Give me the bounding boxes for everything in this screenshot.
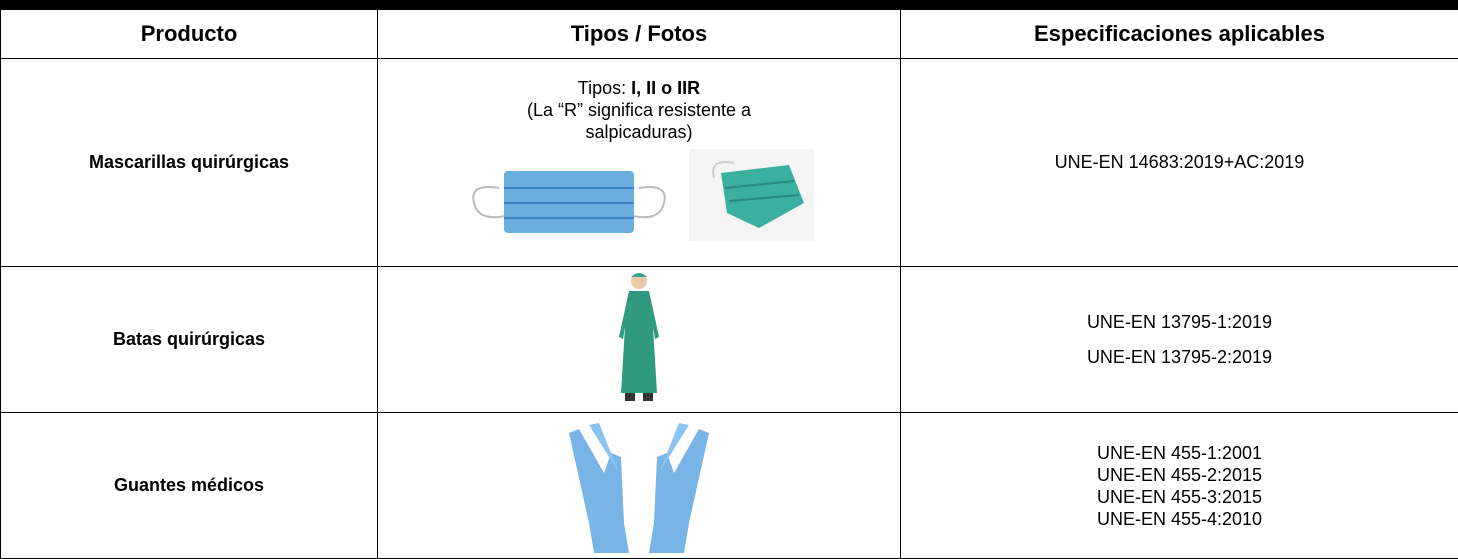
specs-cell: UNE-EN 455-1:2001 UNE-EN 455-2:2015 UNE-…	[901, 413, 1458, 559]
types-line: Tipos: I, II o IIR	[378, 77, 900, 99]
types-label: Tipos:	[578, 78, 626, 98]
header-cell: Producto	[1, 10, 378, 59]
spec: UNE-EN 13795-2:2019	[901, 347, 1458, 368]
types-cell: Tipos: I, II o IIR (La “R” significa res…	[378, 59, 901, 267]
spec: UNE-EN 455-1:2001	[1097, 442, 1262, 464]
specs-cell: UNE-EN 13795-1:2019 UNE-EN 13795-2:2019	[901, 267, 1458, 413]
photo-cell	[378, 267, 901, 413]
mask-photos	[459, 143, 819, 243]
row: Guantes médicos UNE-EN 455-1:2001 UNE-EN…	[1, 413, 1458, 559]
types-note: (La “R” significa resistente a salpicadu…	[474, 99, 804, 143]
header-cell: Especificaciones aplicables	[901, 10, 1458, 59]
gloves-photo	[549, 413, 729, 553]
spec: UNE-EN 14683:2019+AC:2019	[901, 152, 1458, 173]
row: Mascarillas quirúrgicas Tipos: I, II o I…	[1, 59, 1458, 267]
product-cell: Mascarillas quirúrgicas	[1, 59, 378, 267]
spec: UNE-EN 455-2:2015	[1097, 464, 1262, 486]
gown-photo	[609, 267, 669, 407]
product-cell: Guantes médicos	[1, 413, 378, 559]
spec-list: UNE-EN 455-1:2001 UNE-EN 455-2:2015 UNE-…	[1097, 442, 1262, 530]
table: Producto Tipos / Fotos Especificaciones …	[0, 10, 1458, 559]
header-row: Producto Tipos / Fotos Especificaciones …	[1, 10, 1458, 59]
row: Batas quirúrgicas UNE-EN 13795-1:2019 UN…	[1, 267, 1458, 413]
specs-cell: UNE-EN 14683:2019+AC:2019	[901, 59, 1458, 267]
spec: UNE-EN 13795-1:2019	[901, 312, 1458, 333]
types-value: I, II o IIR	[631, 78, 700, 98]
top-bar	[0, 0, 1458, 10]
product-cell: Batas quirúrgicas	[1, 267, 378, 413]
header-cell: Tipos / Fotos	[378, 10, 901, 59]
spec: UNE-EN 455-3:2015	[1097, 486, 1262, 508]
photo-cell	[378, 413, 901, 559]
spec: UNE-EN 455-4:2010	[1097, 508, 1262, 530]
